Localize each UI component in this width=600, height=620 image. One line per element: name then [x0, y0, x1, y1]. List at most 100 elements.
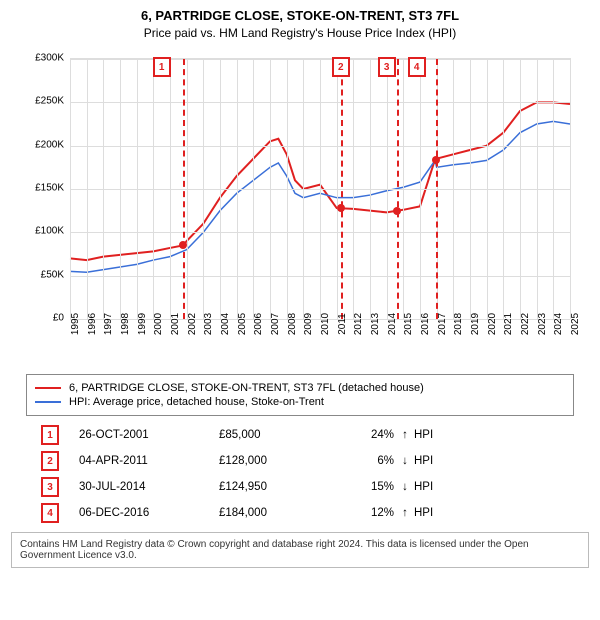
legend-label: HPI: Average price, detached house, Stok… — [69, 396, 324, 408]
legend-swatch — [35, 401, 61, 403]
gridline-vertical — [520, 59, 521, 319]
gridline-vertical — [553, 59, 554, 319]
event-dashline — [183, 59, 185, 319]
gridline-vertical — [570, 59, 571, 319]
gridline-vertical — [420, 59, 421, 319]
transaction-marker-box: 1 — [41, 425, 59, 445]
gridline-vertical — [503, 59, 504, 319]
event-dashline — [436, 59, 438, 319]
x-tick-label: 2000 — [153, 313, 164, 335]
x-tick-label: 2015 — [403, 313, 414, 335]
gridline-vertical — [320, 59, 321, 319]
chart-area: £0£50K£100K£150K£200K£250K£300K 1234 199… — [20, 48, 580, 368]
transaction-arrow-icon: ↑ — [398, 507, 412, 519]
gridline-vertical — [337, 59, 338, 319]
event-marker-box: 4 — [408, 57, 426, 77]
legend: 6, PARTRIDGE CLOSE, STOKE-ON-TRENT, ST3 … — [26, 374, 574, 416]
transaction-price: £184,000 — [219, 507, 339, 519]
gridline-vertical — [353, 59, 354, 319]
x-tick-label: 1996 — [87, 313, 98, 335]
y-tick-label: £0 — [53, 313, 64, 324]
gridline-vertical — [237, 59, 238, 319]
x-tick-label: 2019 — [470, 313, 481, 335]
gridline-vertical — [187, 59, 188, 319]
event-point — [179, 241, 187, 249]
transaction-row: 126-OCT-2001£85,00024%↑HPI — [35, 422, 565, 448]
x-tick-label: 1999 — [137, 313, 148, 335]
transaction-vs-label: HPI — [412, 455, 454, 467]
transaction-price: £85,000 — [219, 429, 339, 441]
x-tick-label: 2009 — [303, 313, 314, 335]
transaction-pct: 6% — [339, 455, 398, 467]
y-tick-label: £300K — [35, 53, 64, 64]
footer-attribution: Contains HM Land Registry data © Crown c… — [11, 532, 589, 568]
x-tick-label: 2001 — [170, 313, 181, 335]
x-tick-label: 2011 — [337, 313, 348, 335]
event-point — [337, 204, 345, 212]
transaction-arrow-icon: ↓ — [398, 481, 412, 493]
event-dashline — [397, 59, 399, 319]
transactions-table: 126-OCT-2001£85,00024%↑HPI204-APR-2011£1… — [35, 422, 565, 526]
chart-title: 6, PARTRIDGE CLOSE, STOKE-ON-TRENT, ST3 … — [4, 8, 596, 23]
gridline-vertical — [253, 59, 254, 319]
transaction-date: 30-JUL-2014 — [59, 481, 219, 493]
x-tick-label: 2006 — [253, 313, 264, 335]
event-point — [393, 207, 401, 215]
x-tick-label: 2002 — [187, 313, 198, 335]
transaction-pct: 24% — [339, 429, 398, 441]
transaction-date: 26-OCT-2001 — [59, 429, 219, 441]
x-tick-label: 2014 — [387, 313, 398, 335]
gridline-vertical — [453, 59, 454, 319]
gridline-vertical — [153, 59, 154, 319]
legend-row: 6, PARTRIDGE CLOSE, STOKE-ON-TRENT, ST3 … — [35, 381, 565, 395]
gridline-vertical — [203, 59, 204, 319]
gridline-vertical — [103, 59, 104, 319]
gridline-vertical — [87, 59, 88, 319]
gridline-vertical — [303, 59, 304, 319]
transaction-arrow-icon: ↑ — [398, 429, 412, 441]
y-tick-label: £50K — [41, 269, 64, 280]
gridline-vertical — [137, 59, 138, 319]
gridline-vertical — [170, 59, 171, 319]
transaction-arrow-icon: ↓ — [398, 455, 412, 467]
transaction-vs-label: HPI — [412, 507, 454, 519]
x-tick-label: 2004 — [220, 313, 231, 335]
transaction-date: 06-DEC-2016 — [59, 507, 219, 519]
event-dashline — [341, 59, 343, 319]
gridline-vertical — [370, 59, 371, 319]
event-marker-box: 2 — [332, 57, 350, 77]
transaction-vs-label: HPI — [412, 481, 454, 493]
x-tick-label: 2023 — [537, 313, 548, 335]
gridline-vertical — [270, 59, 271, 319]
x-tick-label: 2018 — [453, 313, 464, 335]
gridline-vertical — [220, 59, 221, 319]
event-marker-box: 3 — [378, 57, 396, 77]
gridline-vertical — [120, 59, 121, 319]
x-tick-label: 2022 — [520, 313, 531, 335]
transaction-marker-box: 2 — [41, 451, 59, 471]
x-tick-label: 2007 — [270, 313, 281, 335]
transaction-pct: 15% — [339, 481, 398, 493]
transaction-marker-box: 3 — [41, 477, 59, 497]
transaction-row: 204-APR-2011£128,0006%↓HPI — [35, 448, 565, 474]
gridline-vertical — [287, 59, 288, 319]
legend-row: HPI: Average price, detached house, Stok… — [35, 395, 565, 409]
x-tick-label: 1997 — [103, 313, 114, 335]
transaction-date: 04-APR-2011 — [59, 455, 219, 467]
event-marker-box: 1 — [153, 57, 171, 77]
x-tick-label: 2010 — [320, 313, 331, 335]
y-tick-label: £150K — [35, 183, 64, 194]
plot-area: 1 2 34 — [70, 58, 571, 319]
legend-label: 6, PARTRIDGE CLOSE, STOKE-ON-TRENT, ST3 … — [69, 382, 424, 394]
x-tick-label: 2017 — [437, 313, 448, 335]
transaction-marker-box: 4 — [41, 503, 59, 523]
x-tick-label: 2005 — [237, 313, 248, 335]
gridline-vertical — [537, 59, 538, 319]
x-tick-label: 2020 — [487, 313, 498, 335]
x-tick-label: 2024 — [553, 313, 564, 335]
transaction-row: 406-DEC-2016£184,00012%↑HPI — [35, 500, 565, 526]
y-tick-label: £100K — [35, 226, 64, 237]
x-tick-label: 2016 — [420, 313, 431, 335]
gridline-vertical — [387, 59, 388, 319]
event-point — [432, 156, 440, 164]
